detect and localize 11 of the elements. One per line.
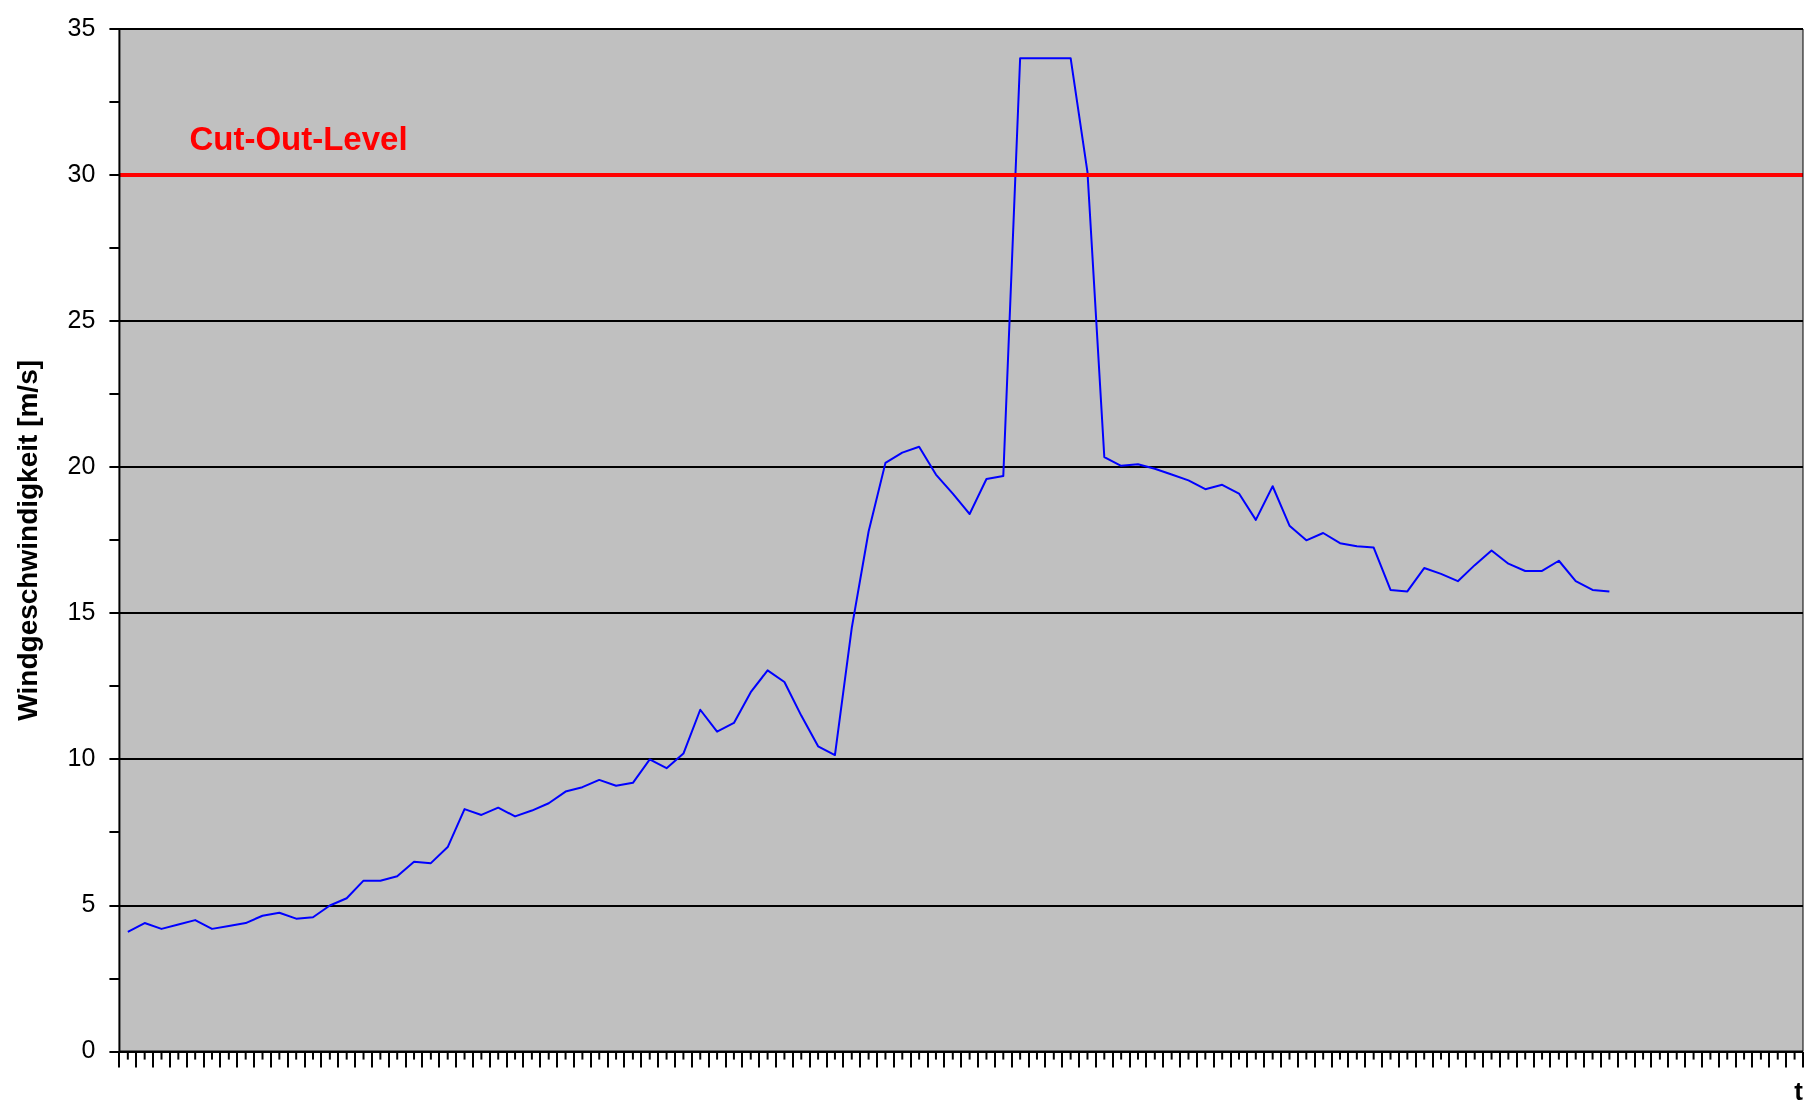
- x-axis-title: t: [1794, 1075, 1804, 1106]
- y-tick-label: 35: [67, 12, 96, 41]
- y-tick-label: 5: [81, 889, 96, 918]
- y-axis-title: Windgeschwindigkeit [m/s]: [11, 359, 43, 721]
- y-tick-label: 25: [67, 305, 96, 334]
- y-tick-label: 20: [67, 451, 96, 480]
- y-tick-label: 30: [67, 158, 96, 187]
- ref-line-label: Cut-Out-Level: [189, 119, 408, 157]
- y-tick-label: 15: [67, 597, 96, 626]
- y-tick-label: 10: [67, 743, 96, 772]
- y-tick-label: 0: [81, 1035, 96, 1064]
